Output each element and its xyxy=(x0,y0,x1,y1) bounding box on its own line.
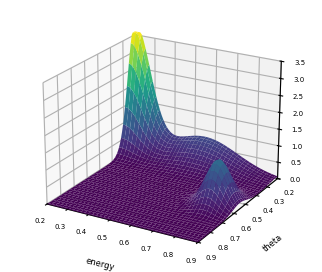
Y-axis label: theta: theta xyxy=(262,233,285,254)
X-axis label: energy: energy xyxy=(84,256,115,272)
